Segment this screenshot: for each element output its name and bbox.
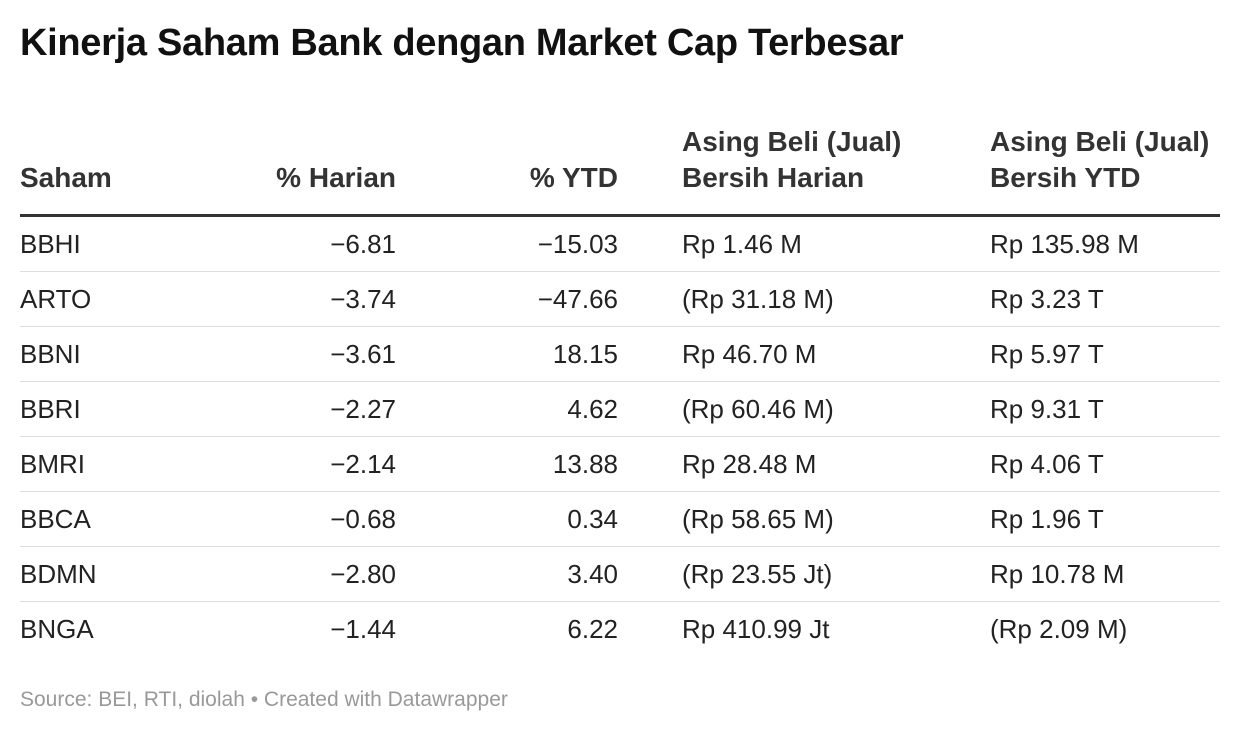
cell-ytd-pct: 6.22 [567, 614, 618, 644]
cell-daily-pct: −6.81 [330, 229, 396, 259]
cell-foreign-net-daily: Rp 28.48 M [682, 449, 817, 479]
source-note: Source: BEI, RTI, diolah • Created with … [20, 688, 508, 711]
column-header-ytd-pct: % YTD [420, 160, 618, 196]
cell-daily-pct: −2.27 [330, 394, 396, 424]
table-row: BBNI −3.61 18.15 Rp 46.70 M Rp 5.97 T [20, 327, 1220, 382]
cell-foreign-net-daily: (Rp 31.18 M) [682, 284, 834, 314]
cell-stock: BBCA [20, 504, 91, 534]
column-header-line: Asing Beli (Jual) [682, 126, 902, 157]
table-row: BDMN −2.80 3.40 (Rp 23.55 Jt) Rp 10.78 M [20, 547, 1220, 602]
cell-ytd-pct: −15.03 [537, 229, 618, 259]
cell-foreign-net-ytd: Rp 10.78 M [990, 559, 1125, 589]
cell-foreign-net-daily: Rp 1.46 M [682, 229, 802, 259]
cell-daily-pct: −2.80 [330, 559, 396, 589]
column-header-line: % Harian [276, 162, 396, 193]
table-header: Saham % Harian % YTD Asing Beli (Jual) Bersi… [20, 118, 1220, 217]
cell-foreign-net-daily: (Rp 58.65 M) [682, 504, 834, 534]
cell-stock: ARTO [20, 284, 92, 314]
cell-foreign-net-ytd: Rp 1.96 T [990, 504, 1104, 534]
cell-daily-pct: −3.61 [330, 339, 396, 369]
column-header-foreign-net-ytd: Asing Beli (Jual) Bersih YTD [990, 124, 1209, 196]
cell-stock: BBHI [20, 229, 81, 259]
cell-foreign-net-ytd: (Rp 2.09 M) [990, 614, 1128, 644]
table-row: BBCA −0.68 0.34 (Rp 58.65 M) Rp 1.96 T [20, 492, 1220, 547]
table-row: BMRI −2.14 13.88 Rp 28.48 M Rp 4.06 T [20, 437, 1220, 492]
cell-foreign-net-daily: Rp 46.70 M [682, 339, 817, 369]
cell-ytd-pct: 0.34 [567, 504, 618, 534]
column-header-foreign-net-daily: Asing Beli (Jual) Bersih Harian [682, 124, 901, 196]
cell-stock: BDMN [20, 559, 97, 589]
cell-foreign-net-ytd: Rp 5.97 T [990, 339, 1104, 369]
cell-daily-pct: −3.74 [330, 284, 396, 314]
table-body: BBHI −6.81 −15.03 Rp 1.46 M Rp 135.98 M ARTO −… [20, 217, 1220, 656]
cell-stock: BNGA [20, 614, 94, 644]
table-row: ARTO −3.74 −47.66 (Rp 31.18 M) Rp 3.23 T [20, 272, 1220, 327]
table-row: BNGA −1.44 6.22 Rp 410.99 Jt (Rp 2.09 M) [20, 602, 1220, 656]
cell-ytd-pct: 13.88 [552, 449, 618, 479]
cell-foreign-net-ytd: Rp 135.98 M [990, 229, 1139, 259]
column-header-line: Bersih YTD [990, 162, 1141, 193]
cell-foreign-net-ytd: Rp 3.23 T [990, 284, 1104, 314]
cell-foreign-net-daily: Rp 410.99 Jt [682, 614, 830, 644]
chart-title: Kinerja Saham Bank dengan Market Cap Ter… [20, 22, 904, 64]
column-header-stock: Saham [20, 160, 112, 196]
cell-foreign-net-ytd: Rp 4.06 T [990, 449, 1104, 479]
cell-stock: BBRI [20, 394, 81, 424]
column-header-line: Asing Beli (Jual) [990, 126, 1210, 157]
cell-foreign-net-daily: (Rp 60.46 M) [682, 394, 834, 424]
cell-stock: BMRI [20, 449, 85, 479]
column-header-daily-pct: % Harian [170, 160, 396, 196]
cell-ytd-pct: 18.15 [552, 339, 618, 369]
data-table: Saham % Harian % YTD Asing Beli (Jual) Bersi… [20, 118, 1220, 656]
cell-foreign-net-ytd: Rp 9.31 T [990, 394, 1104, 424]
cell-daily-pct: −0.68 [330, 504, 396, 534]
table-row: BBHI −6.81 −15.03 Rp 1.46 M Rp 135.98 M [20, 217, 1220, 272]
table-row: BBRI −2.27 4.62 (Rp 60.46 M) Rp 9.31 T [20, 382, 1220, 437]
cell-ytd-pct: −47.66 [537, 284, 618, 314]
cell-daily-pct: −2.14 [330, 449, 396, 479]
column-header-line: Bersih Harian [682, 162, 865, 193]
cell-stock: BBNI [20, 339, 81, 369]
cell-ytd-pct: 4.62 [567, 394, 618, 424]
cell-daily-pct: −1.44 [330, 614, 396, 644]
column-header-line: Saham [20, 162, 112, 193]
cell-ytd-pct: 3.40 [567, 559, 618, 589]
cell-foreign-net-daily: (Rp 23.55 Jt) [682, 559, 833, 589]
column-header-line: % YTD [529, 162, 618, 193]
